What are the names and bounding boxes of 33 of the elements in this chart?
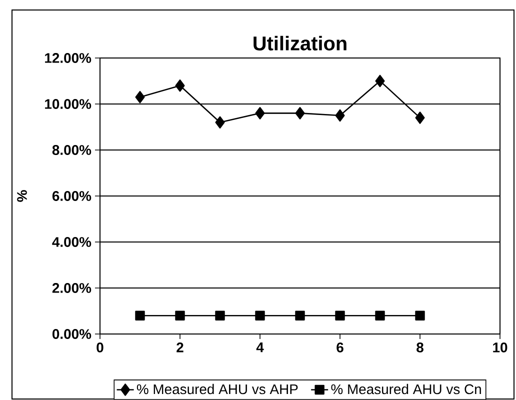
chart-title: Utilization bbox=[254, 36, 346, 50]
point bbox=[135, 310, 145, 320]
point bbox=[375, 74, 385, 88]
point bbox=[215, 116, 225, 129]
x-tick-label: 8 bbox=[416, 342, 424, 352]
point bbox=[255, 310, 265, 320]
y-tick-label: 2.00% bbox=[52, 283, 92, 293]
point bbox=[415, 310, 425, 320]
y-tick-label: 8.00% bbox=[52, 145, 92, 155]
x-tick-label: 4 bbox=[256, 342, 264, 352]
point bbox=[335, 310, 345, 320]
x-tick-label: 0 bbox=[96, 342, 104, 352]
y-tick-label: 0.00% bbox=[52, 329, 92, 339]
point bbox=[295, 107, 305, 120]
x-tick-label: 2 bbox=[176, 342, 184, 352]
y-axis-title: % bbox=[17, 190, 27, 202]
x-tick-label: 6 bbox=[336, 342, 344, 352]
point bbox=[375, 310, 385, 320]
point bbox=[335, 109, 345, 122]
point bbox=[255, 107, 265, 120]
y-tick-label: 12.00% bbox=[45, 53, 92, 63]
point bbox=[295, 310, 305, 320]
point bbox=[215, 310, 225, 320]
point bbox=[175, 79, 185, 92]
legend-label: % Measured AHU vs Cn bbox=[331, 384, 481, 394]
x-tick-label: 10 bbox=[493, 342, 508, 352]
point bbox=[175, 310, 185, 320]
y-tick-label: 10.00% bbox=[45, 99, 92, 109]
y-tick-label: 4.00% bbox=[52, 237, 92, 247]
y-tick-label: 6.00% bbox=[52, 191, 92, 201]
legend-label: % Measured AHU vs AHP bbox=[136, 384, 298, 394]
point bbox=[135, 90, 145, 104]
point bbox=[415, 112, 425, 124]
